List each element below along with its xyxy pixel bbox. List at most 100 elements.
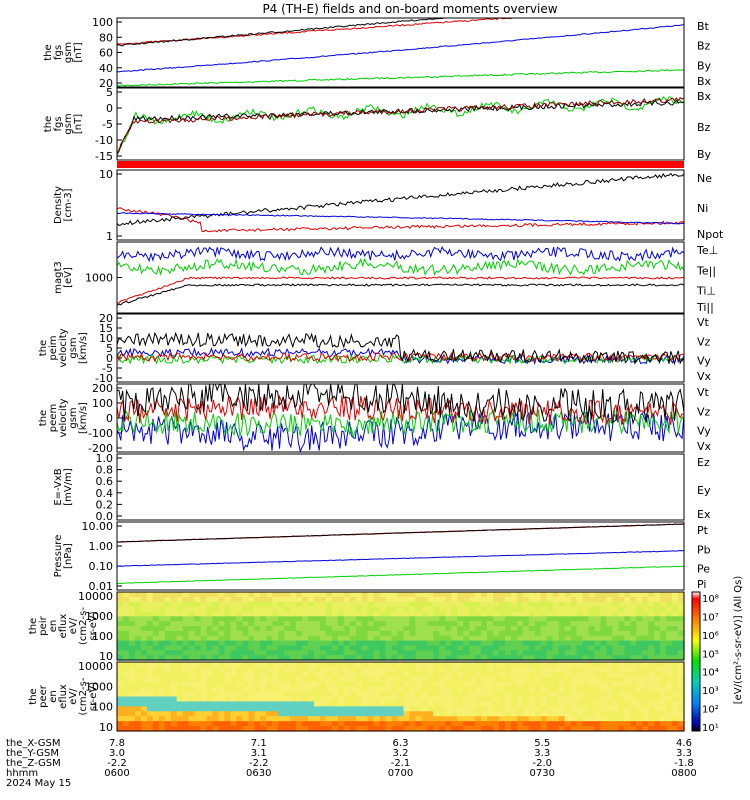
spectrogram-cell [379, 666, 387, 673]
spectrogram-cell [630, 655, 637, 661]
ephemeris-row-the_Z-GSM: the_Z-GSM [6, 758, 61, 769]
spectrogram-cell [212, 671, 220, 678]
spectrogram-cell [445, 640, 452, 647]
spectrogram-cell [349, 726, 357, 732]
spectrogram-cell [170, 706, 178, 712]
spectrogram-cell [415, 666, 422, 673]
spectrogram-cell [570, 630, 578, 637]
spectrogram-cell [182, 592, 190, 598]
spectrogram-cell [302, 626, 309, 632]
spectrogram-cell [337, 616, 345, 622]
spectrogram-cell [248, 601, 255, 608]
spectrogram-cell [522, 696, 530, 703]
spectrogram-cell [594, 716, 602, 722]
spectrogram-cell [296, 681, 303, 688]
spectrogram-cell [361, 671, 369, 678]
spectrogram-cell [218, 606, 226, 613]
spectrogram-cell [433, 592, 440, 598]
spectrogram-cell [624, 626, 631, 632]
spectrogram-cell [546, 601, 554, 608]
spectrogram-cell [194, 696, 202, 703]
spectrogram-cell [367, 706, 375, 712]
spectrogram-cell [642, 681, 649, 688]
spectrogram-cell [152, 655, 160, 661]
spectrogram-cell [355, 626, 363, 632]
spectrogram-cell [254, 716, 261, 722]
spectrogram-cell [302, 606, 309, 613]
spectrogram-cell [588, 666, 596, 673]
spectrogram-cell [457, 716, 464, 722]
spectrogram-cell [355, 621, 363, 627]
spectrogram-cell [254, 726, 261, 732]
spectrogram-cell [134, 611, 142, 617]
spectrogram-cell [313, 645, 321, 651]
spectrogram-cell [200, 616, 208, 622]
legend-fgs_dsl-By: By [697, 148, 712, 161]
spectrogram-cell [355, 706, 363, 712]
spectrogram-peer [117, 662, 685, 732]
spectrogram-cell [654, 655, 661, 661]
spectrogram-cell [654, 706, 661, 712]
series-Vy [116, 408, 685, 439]
spectrogram-cell [385, 696, 393, 703]
spectrogram-cell [254, 606, 261, 613]
spectrogram-cell [319, 716, 327, 722]
spectrogram-cell [296, 601, 303, 608]
spectrogram-cell [570, 645, 578, 651]
spectrogram-cell [475, 701, 482, 707]
spectrogram-cell [504, 711, 512, 717]
spectrogram-cell [128, 592, 136, 598]
spectrogram-cell [373, 676, 381, 683]
spectrogram-cell [176, 616, 184, 622]
spectrogram-cell [272, 696, 279, 703]
spectrogram-cell [487, 650, 494, 656]
spectrogram-cell [397, 606, 405, 613]
spectrogram-cell [385, 671, 393, 678]
spectrogram-cell [272, 601, 279, 608]
spectrogram-cell [218, 601, 226, 608]
spectrogram-cell [331, 681, 339, 688]
spectrogram-cell [319, 611, 327, 617]
spectrogram-cell [331, 716, 339, 722]
spectrogram-cell [331, 606, 339, 613]
spectrogram-cell [296, 626, 303, 632]
spectrogram-cell [278, 691, 285, 698]
spectrogram-cell [493, 666, 500, 673]
spectrogram-cell [546, 721, 554, 727]
spectrogram-cell [296, 621, 303, 627]
spectrogram-cell [612, 721, 619, 727]
spectrogram-cell [445, 655, 452, 661]
spectrogram-cell [564, 626, 572, 632]
spectrogram-cell [284, 650, 291, 656]
spectrogram-cell [182, 706, 190, 712]
spectrogram-cell [224, 676, 231, 683]
spectrogram-cell [218, 655, 226, 661]
spectrogram-cell [218, 666, 226, 673]
spectrogram-cell [409, 691, 417, 698]
spectrogram-cell [302, 635, 309, 642]
panel-peim_vel-tick: -10 [95, 372, 113, 385]
spectrogram-cell [493, 616, 500, 622]
ephemeris-value: 3.1 [251, 748, 267, 759]
spectrogram-cell [552, 606, 560, 613]
spectrogram-cell [582, 711, 590, 717]
spectrogram-cell [337, 640, 345, 647]
spectrogram-cell [522, 626, 530, 632]
spectrogram-cell [421, 686, 428, 693]
spectrogram-cell [588, 686, 596, 693]
spectrogram-cell [534, 606, 542, 613]
spectrogram-cell [230, 686, 237, 693]
spectrogram-cell [415, 606, 422, 613]
spectrogram-cell [307, 592, 315, 598]
spectrogram-cell [570, 721, 578, 727]
spectrogram-cell [606, 701, 613, 707]
spectrogram-cell [433, 662, 440, 668]
spectrogram-cell [278, 686, 285, 693]
spectrogram-cell [504, 681, 512, 688]
spectrogram-cell [379, 686, 387, 693]
spectrogram-cell [307, 645, 315, 651]
spectrogram-cell [361, 630, 369, 637]
spectrogram-cell [582, 726, 590, 732]
spectrogram-cell [660, 701, 667, 707]
spectrogram-cell [278, 662, 285, 668]
